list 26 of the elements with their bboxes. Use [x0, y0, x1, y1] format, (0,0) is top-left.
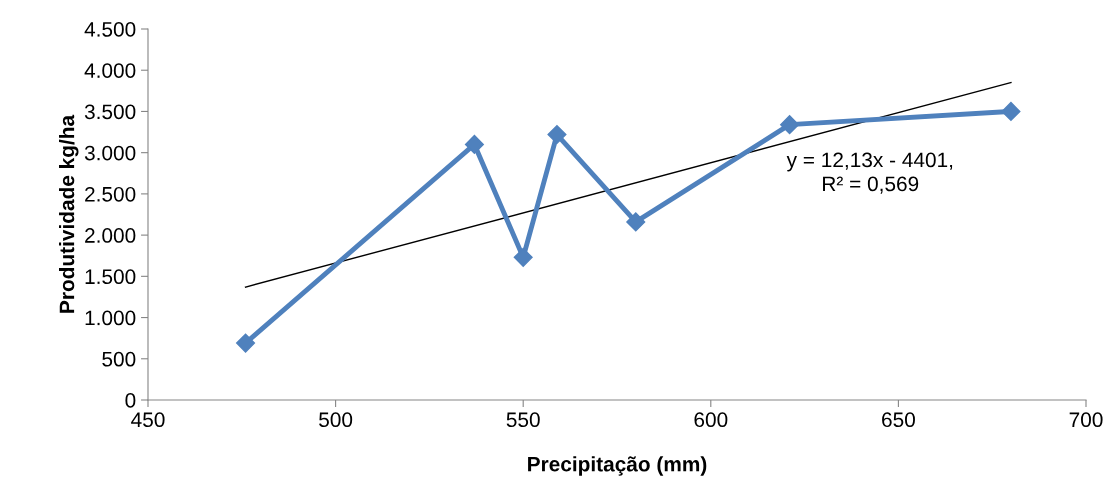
y-tick-label: 2.000	[85, 228, 136, 243]
x-tick-label: 600	[694, 412, 728, 428]
y-tick-label: 3.500	[84, 104, 136, 120]
point	[1001, 101, 1021, 121]
x-tick-label: 650	[882, 412, 915, 428]
y-tick-label: 1.500	[85, 269, 136, 285]
y-tick-label: 4.500	[84, 22, 136, 37]
y-tick-label: 3.000	[84, 145, 136, 161]
y-tick-label: 0	[125, 393, 136, 408]
x-axis-title: Precipitação (mm)	[528, 456, 707, 476]
x-tick-label: 450	[131, 412, 165, 428]
x-tick-label: 550	[506, 412, 540, 428]
annotation: y = 12,13x - 4401, R² = 0,569	[786, 152, 953, 194]
point	[547, 124, 567, 145]
y-tick-label: 1.000	[85, 310, 136, 326]
point	[464, 134, 484, 154]
point	[236, 333, 256, 353]
y-tick-label: 4.000	[84, 63, 136, 78]
y-axis-title: Produtividade kg/ha	[59, 114, 79, 313]
point	[513, 247, 533, 267]
y-tick-label: 500	[102, 351, 136, 367]
y-tick-label: 2.500	[85, 186, 136, 202]
x-tick-label: 700	[1069, 412, 1103, 428]
point	[780, 115, 800, 135]
x-tick-label: 500	[319, 412, 353, 428]
point	[626, 212, 646, 232]
